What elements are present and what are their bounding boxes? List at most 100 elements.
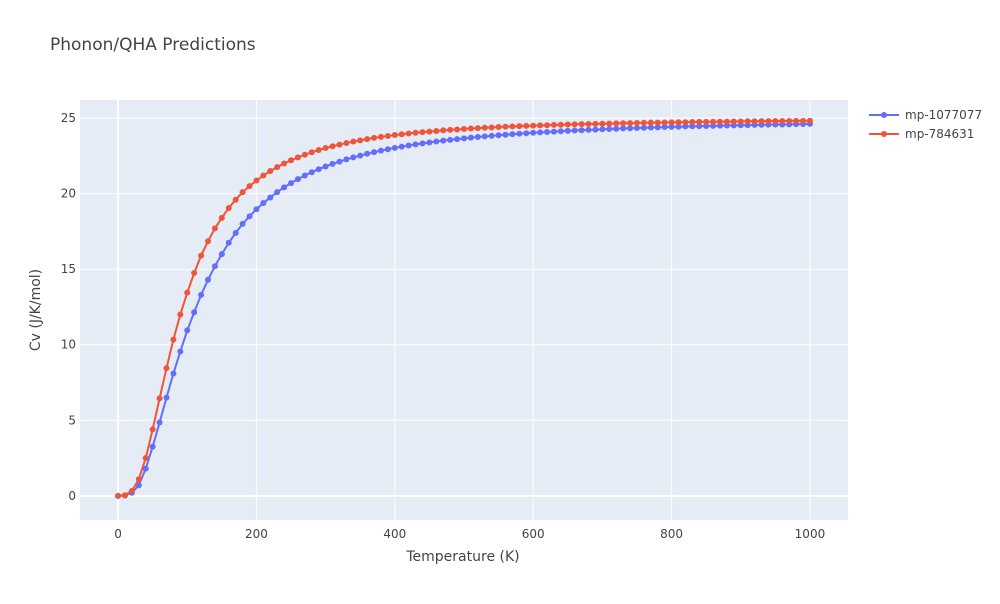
data-point bbox=[772, 118, 779, 124]
data-point bbox=[474, 134, 481, 141]
data-point bbox=[806, 117, 813, 124]
y-tick-label: 20 bbox=[61, 187, 76, 201]
data-point bbox=[585, 126, 592, 133]
data-point bbox=[550, 128, 557, 135]
data-point bbox=[474, 125, 481, 132]
legend-item: mp-1077077 bbox=[869, 108, 982, 122]
data-point bbox=[391, 132, 398, 139]
data-point bbox=[550, 121, 557, 128]
legend-swatch-marker bbox=[881, 112, 887, 118]
data-point bbox=[315, 166, 322, 173]
data-point bbox=[371, 149, 378, 156]
data-point bbox=[156, 395, 163, 402]
data-point bbox=[592, 120, 599, 127]
data-point bbox=[308, 169, 315, 176]
data-point bbox=[592, 126, 599, 133]
data-point bbox=[336, 141, 343, 148]
data-point bbox=[509, 131, 516, 138]
data-point bbox=[564, 121, 571, 128]
data-point bbox=[281, 160, 288, 167]
data-point bbox=[170, 336, 177, 343]
data-point bbox=[211, 263, 218, 270]
data-point bbox=[537, 122, 544, 129]
data-point bbox=[765, 118, 772, 125]
data-point bbox=[246, 213, 253, 220]
data-point bbox=[599, 120, 606, 127]
data-point bbox=[786, 118, 793, 124]
data-point bbox=[142, 455, 149, 462]
data-point bbox=[149, 443, 156, 450]
data-point bbox=[571, 127, 578, 134]
data-point bbox=[530, 129, 537, 136]
data-point bbox=[225, 239, 232, 246]
data-point bbox=[149, 426, 156, 433]
legend-label: mp-784631 bbox=[905, 127, 974, 141]
data-point bbox=[440, 127, 447, 134]
data-point bbox=[260, 200, 267, 207]
data-point bbox=[426, 139, 433, 146]
data-point bbox=[211, 225, 218, 232]
data-point bbox=[488, 124, 495, 131]
data-point bbox=[301, 172, 308, 179]
series-layer bbox=[115, 117, 813, 499]
data-point bbox=[585, 121, 592, 128]
data-point bbox=[751, 118, 758, 125]
data-point bbox=[461, 135, 467, 142]
y-tick-label: 0 bbox=[68, 489, 76, 503]
data-point bbox=[433, 138, 440, 145]
series-mp-784631 bbox=[115, 117, 813, 499]
data-point bbox=[384, 132, 391, 139]
data-point bbox=[377, 147, 384, 154]
data-point bbox=[288, 157, 295, 164]
data-point bbox=[184, 289, 191, 296]
data-point bbox=[405, 142, 412, 149]
data-point bbox=[232, 196, 239, 203]
data-point bbox=[544, 129, 551, 136]
data-point bbox=[578, 127, 585, 134]
data-point bbox=[627, 125, 634, 132]
data-point bbox=[606, 126, 613, 133]
data-point bbox=[177, 348, 184, 355]
data-point bbox=[454, 136, 461, 143]
data-point bbox=[447, 136, 454, 143]
y-axis-title: Cv (J/K/mol) bbox=[28, 269, 44, 351]
data-point bbox=[218, 214, 225, 221]
data-point bbox=[218, 251, 225, 258]
legend-item: mp-784631 bbox=[869, 127, 974, 141]
x-tick-label: 1000 bbox=[795, 527, 826, 541]
data-point bbox=[357, 137, 364, 144]
data-point bbox=[115, 492, 122, 499]
data-point bbox=[225, 205, 232, 212]
data-point bbox=[184, 327, 191, 334]
x-tick-label: 400 bbox=[383, 527, 406, 541]
data-point bbox=[654, 119, 661, 126]
x-tick-label: 200 bbox=[245, 527, 268, 541]
data-point bbox=[163, 365, 170, 372]
data-point bbox=[301, 151, 308, 158]
data-point bbox=[703, 118, 710, 125]
data-point bbox=[544, 122, 551, 129]
data-point bbox=[647, 124, 654, 131]
data-point bbox=[454, 126, 461, 133]
data-point bbox=[205, 276, 211, 283]
data-point bbox=[329, 160, 336, 167]
x-axis-title: Temperature (K) bbox=[405, 549, 519, 565]
data-point bbox=[481, 133, 488, 140]
data-point bbox=[779, 118, 786, 124]
data-point bbox=[191, 309, 198, 316]
data-point bbox=[205, 238, 211, 245]
data-point bbox=[433, 127, 440, 134]
data-point bbox=[135, 482, 142, 489]
data-point bbox=[281, 184, 288, 191]
legend-swatch-marker bbox=[881, 131, 887, 137]
data-point bbox=[239, 220, 246, 227]
data-point bbox=[377, 133, 384, 140]
data-point bbox=[405, 130, 412, 137]
data-point bbox=[398, 131, 405, 138]
data-point bbox=[696, 118, 703, 125]
data-point bbox=[523, 122, 530, 129]
data-point bbox=[800, 117, 807, 124]
data-point bbox=[357, 152, 364, 159]
